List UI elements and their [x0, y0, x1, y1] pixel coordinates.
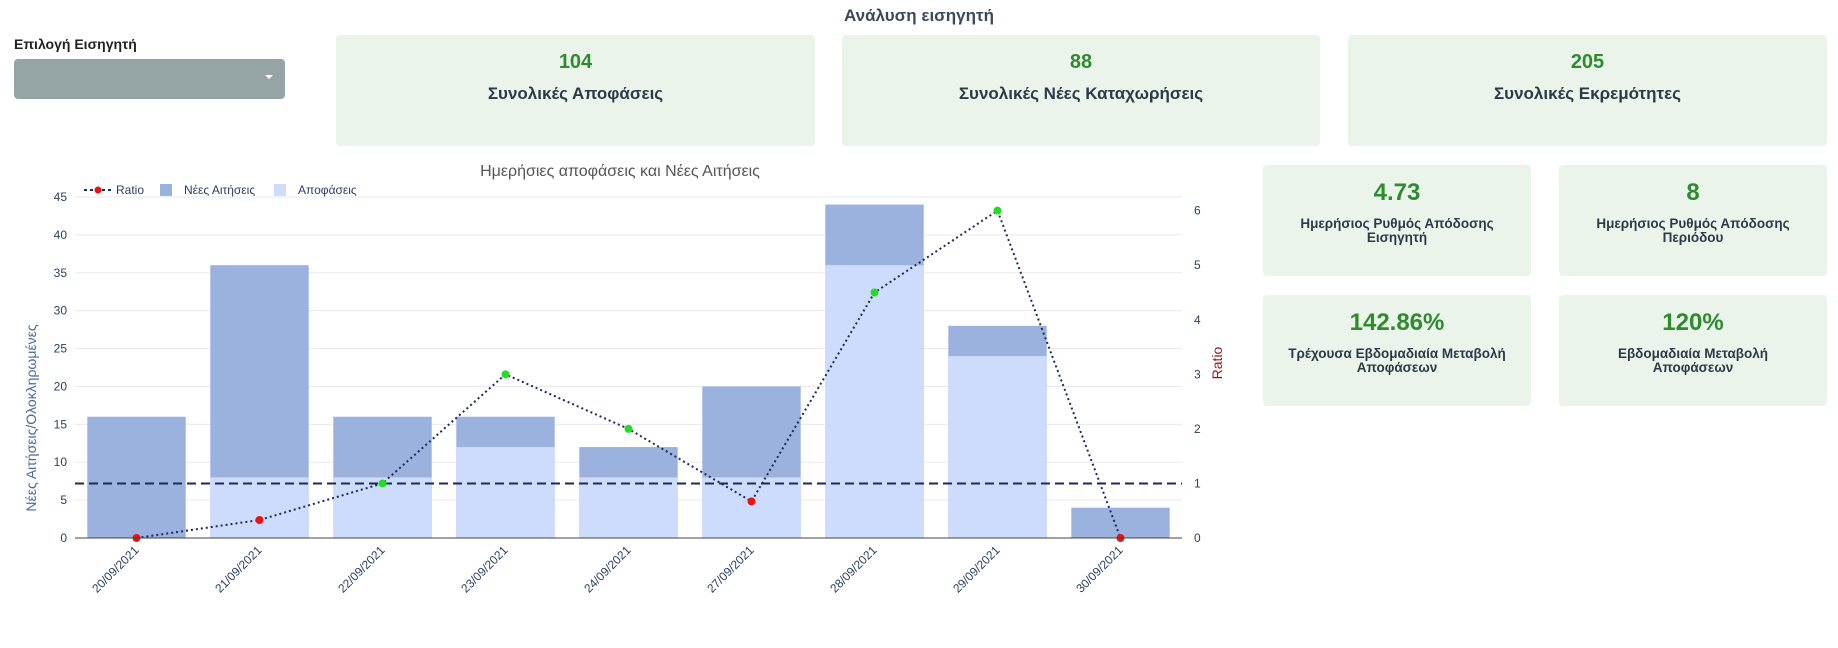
- x-tick-label: 22/09/2021: [335, 543, 388, 596]
- y-tick-label: 25: [54, 342, 68, 356]
- metric-weekly-change: 120% Εβδομαδιαία Μεταβολή Αποφάσεων: [1559, 295, 1827, 406]
- metric-label: Ημερήσιος Ρυθμός Απόδοσης Περιόδου: [1596, 216, 1790, 245]
- ratio-point: [255, 515, 264, 524]
- bars: [87, 204, 1170, 539]
- kpi-label: Συνολικές Αποφάσεις: [487, 84, 664, 103]
- y2-tick-label: 6: [1194, 204, 1201, 218]
- legend-decisions[interactable]: Αποφάσεις: [274, 183, 357, 197]
- metric-daily-rate-period: 8 Ημερήσιος Ρυθμός Απόδοσης Περιόδου: [1559, 165, 1827, 276]
- y2-tick-label: 1: [1194, 476, 1201, 490]
- x-tick-label: 30/09/2021: [1073, 543, 1126, 596]
- ratio-point: [501, 370, 510, 379]
- y2-tick-label: 3: [1194, 367, 1201, 381]
- metric-label: Ημερήσιος Ρυθμός Απόδοσης Εισηγητή: [1300, 216, 1494, 245]
- metric-value: 4.73: [1373, 179, 1421, 206]
- ratio-point: [378, 479, 387, 488]
- metric-current-weekly-change: 142.86% Τρέχουσα Εβδομαδιαία Μεταβολή Απ…: [1263, 295, 1531, 406]
- y2-tick-label: 0: [1194, 531, 1201, 545]
- y2-tick-label: 4: [1194, 313, 1201, 327]
- kpi-total-pending: 205 Συνολικές Εκρεμότητες: [1348, 35, 1827, 146]
- ratio-line: [132, 206, 1125, 542]
- ratio-point: [747, 497, 756, 506]
- bar-decisions: [456, 447, 555, 538]
- chart-title: Ημερήσιες αποφάσεις και Νέες Αιτήσεις: [480, 163, 760, 180]
- legend-decisions-label: Αποφάσεις: [298, 183, 357, 197]
- daily-decisions-chart[interactable]: Ημερήσιες αποφάσεις και Νέες Αιτήσεις 0 5…: [0, 155, 1230, 610]
- legend-ratio-label: Ratio: [116, 183, 144, 197]
- legend-new-applications[interactable]: Νέες Αιτήσεις: [160, 183, 255, 197]
- x-tick-label: 24/09/2021: [581, 543, 634, 596]
- metric-label: Εβδομαδιαία Μεταβολή Αποφάσεων: [1617, 346, 1769, 375]
- y-tick-label: 20: [54, 379, 68, 393]
- kpi-label: Συνολικές Νέες Καταχωρήσεις: [958, 84, 1204, 103]
- y-axis-title: Νέες Αιτήσεις/Ολοκληρωμένες: [23, 324, 39, 512]
- bar-decisions: [333, 477, 432, 538]
- legend-ratio[interactable]: Ratio: [84, 183, 144, 197]
- y-tick-label: 0: [60, 531, 67, 545]
- y2-axis-title: Ratio: [1209, 346, 1225, 379]
- y-tick-label: 40: [54, 228, 68, 242]
- x-tick-label: 28/09/2021: [827, 543, 880, 596]
- ratio-point: [624, 424, 633, 433]
- lecturer-select[interactable]: [14, 59, 285, 99]
- x-tick-label: 20/09/2021: [89, 543, 142, 596]
- legend-new-label: Νέες Αιτήσεις: [184, 183, 255, 197]
- ratio-point: [993, 206, 1002, 215]
- metric-label: Τρέχουσα Εβδομαδιαία Μεταβολή Αποφάσεων: [1288, 346, 1506, 375]
- y-tick-label: 5: [60, 493, 67, 507]
- page-title: Ανάλυση εισηγητή: [844, 6, 994, 25]
- caret-down-icon[interactable]: [265, 75, 273, 79]
- y2-tick-label: 2: [1194, 422, 1201, 436]
- kpi-total-new-entries: 88 Συνολικές Νέες Καταχωρήσεις: [842, 35, 1320, 146]
- legend-ratio-marker: [94, 186, 102, 194]
- y2-tick-label: 5: [1194, 258, 1201, 272]
- x-tick-label: 27/09/2021: [704, 543, 757, 596]
- bar-decisions: [825, 265, 924, 538]
- x-tick-label: 21/09/2021: [212, 543, 265, 596]
- kpi-value: 88: [1069, 51, 1093, 73]
- y-tick-label: 45: [54, 190, 68, 204]
- bar-decisions: [702, 477, 801, 538]
- bar-decisions: [948, 356, 1047, 538]
- y-tick-label: 30: [54, 304, 68, 318]
- bar-new-applications: [87, 416, 186, 538]
- legend-new-swatch: [160, 184, 172, 196]
- y-tick-label: 10: [54, 455, 68, 469]
- bar-new-applications: [1071, 507, 1170, 538]
- kpi-value: 205: [1570, 51, 1605, 73]
- legend-decisions-swatch: [274, 184, 286, 196]
- ratio-point: [870, 288, 879, 297]
- metric-value: 142.86%: [1349, 309, 1445, 336]
- kpi-value: 104: [558, 51, 593, 73]
- kpi-total-decisions: 104 Συνολικές Αποφάσεις: [336, 35, 815, 146]
- metric-value: 120%: [1662, 309, 1724, 336]
- x-tick-label: 23/09/2021: [458, 543, 511, 596]
- metric-daily-rate-lecturer: 4.73 Ημερήσιος Ρυθμός Απόδοσης Εισηγητή: [1263, 165, 1531, 276]
- bar-decisions: [579, 477, 678, 538]
- selector-label: Επιλογή Εισηγητή: [14, 36, 137, 52]
- y-tick-label: 15: [54, 417, 68, 431]
- legend[interactable]: Ratio Νέες Αιτήσεις Αποφάσεις: [84, 183, 357, 197]
- y-tick-label: 35: [54, 266, 68, 280]
- bar-decisions: [210, 477, 309, 538]
- kpi-label: Συνολικές Εκρεμότητες: [1493, 84, 1681, 103]
- metric-value: 8: [1686, 179, 1700, 206]
- x-tick-label: 29/09/2021: [950, 543, 1003, 596]
